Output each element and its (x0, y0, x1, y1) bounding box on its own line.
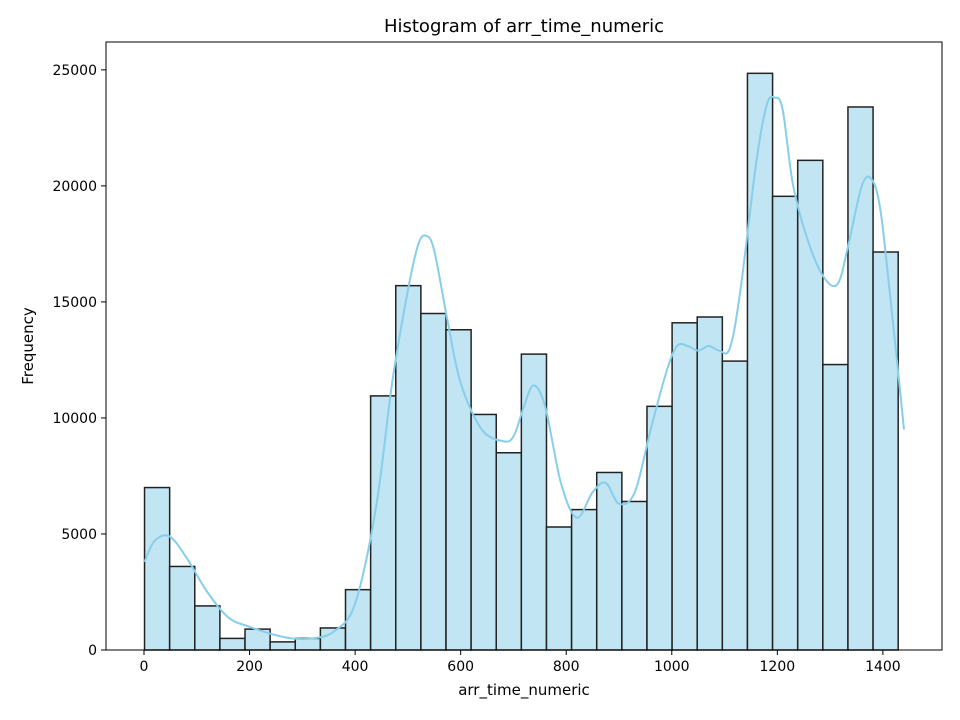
histogram-bar-3 (219, 637, 246, 651)
histogram-bar-2 (194, 605, 221, 651)
histogram-bar-24 (746, 72, 774, 651)
histogram-bar-10 (395, 284, 422, 651)
y-tick-label: 0 (88, 643, 97, 659)
histogram-bar-11 (420, 312, 447, 651)
x-tick-label: 1000 (654, 659, 690, 675)
y-tick-label: 20000 (52, 179, 97, 195)
histogram-bar-0 (143, 486, 171, 651)
histogram-bar-27 (822, 363, 849, 651)
histogram-bar-13 (470, 413, 497, 651)
y-tick-label: 5000 (61, 527, 97, 543)
histogram-bar-26 (796, 159, 824, 651)
histogram-bar-12 (445, 329, 472, 651)
y-tick-label: 25000 (52, 63, 97, 79)
y-tick-label: 15000 (52, 295, 97, 311)
histogram-bar-14 (495, 451, 523, 651)
plot-frame (105, 41, 943, 651)
histogram-bar-29 (872, 251, 899, 651)
histogram-bar-18 (595, 471, 623, 651)
histogram-bar-8 (344, 588, 372, 651)
x-tick-label: 600 (447, 659, 474, 675)
histogram-bar-19 (621, 500, 648, 651)
histogram-bar-22 (696, 316, 724, 651)
x-axis-label: arr_time_numeric (458, 681, 590, 700)
x-tick-label: 0 (140, 659, 149, 675)
bars-group (143, 72, 899, 651)
histogram-bar-21 (671, 322, 698, 651)
kde-curve (143, 95, 905, 641)
histogram-bar-20 (646, 405, 673, 651)
histogram-bar-16 (545, 526, 573, 651)
histogram-bar-25 (771, 195, 799, 651)
x-tick-label: 800 (553, 659, 580, 675)
x-tick-label: 1200 (760, 659, 796, 675)
histogram-bar-9 (369, 395, 397, 651)
chart-title: Histogram of arr_time_numeric (384, 16, 664, 37)
histogram-bar-23 (721, 360, 749, 651)
x-tick-label: 400 (342, 659, 369, 675)
x-tick-label: 1400 (865, 659, 901, 675)
y-axis-label: Frequency (19, 307, 37, 385)
histogram-bar-17 (570, 508, 598, 651)
histogram-bar-28 (847, 106, 874, 651)
y-tick-label: 10000 (52, 411, 97, 427)
histogram-bar-6 (294, 637, 322, 651)
x-tick-label: 200 (236, 659, 263, 675)
y-axis: 0 5000 10000 15000 20000 25000 (52, 63, 106, 659)
x-axis: 0 200 400 600 800 1000 1200 1400 (140, 650, 901, 675)
histogram-bar-5 (269, 641, 297, 651)
histogram-bar-1 (168, 565, 196, 651)
